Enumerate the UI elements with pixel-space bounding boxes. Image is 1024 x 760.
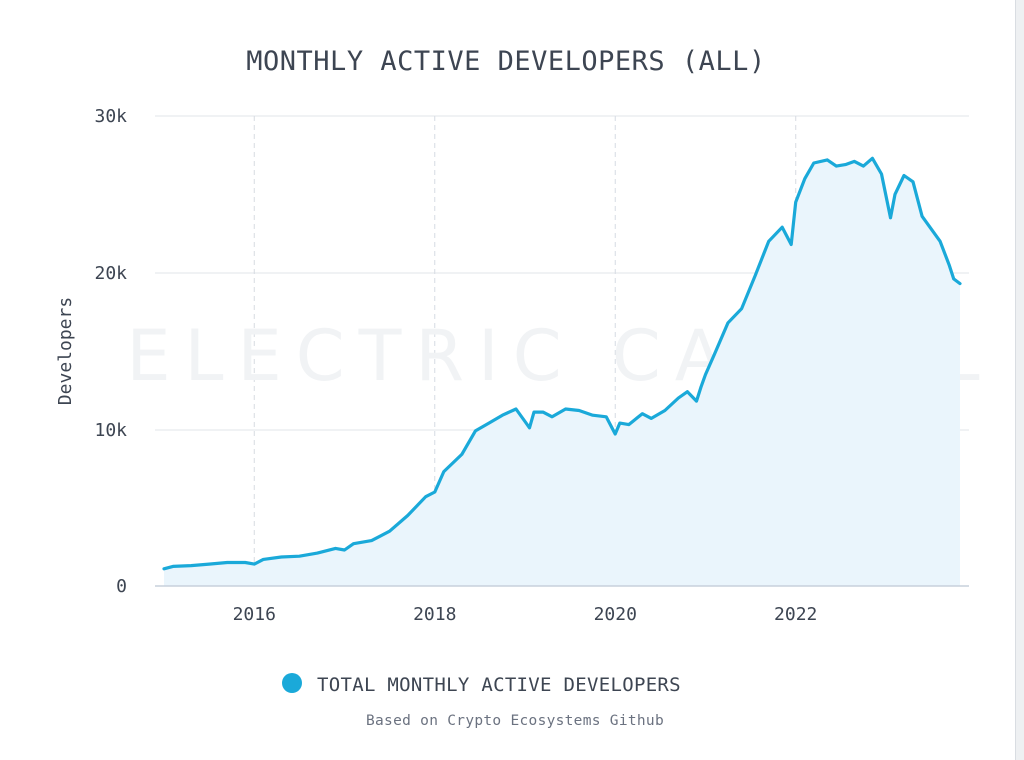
x-tick-label: 2022 (774, 604, 817, 625)
y-axis-label: Developers (55, 297, 76, 405)
series-line (162, 156, 962, 571)
page-edge-strip (1016, 0, 1024, 760)
chart-title: MONTHLY ACTIVE DEVELOPERS (ALL) (246, 46, 765, 77)
y-tick-label: 30k (94, 106, 127, 127)
x-tick-label: 2018 (413, 604, 456, 625)
legend[interactable]: TOTAL MONTHLY ACTIVE DEVELOPERS (282, 673, 681, 696)
x-axis-ticks: 2016 2018 2020 2022 (233, 604, 818, 625)
series-area (164, 158, 960, 587)
y-tick-label: 0 (116, 576, 127, 597)
y-tick-label: 10k (94, 420, 127, 441)
y-axis-ticks: 0 10k 20k 30k (94, 106, 127, 597)
legend-label: TOTAL MONTHLY ACTIVE DEVELOPERS (317, 674, 681, 696)
source-note: Based on Crypto Ecosystems Github (366, 713, 664, 729)
page-edge-divider (1015, 0, 1016, 760)
x-tick-label: 2020 (594, 604, 637, 625)
x-tick-label: 2016 (233, 604, 276, 625)
y-tick-label: 20k (94, 263, 127, 284)
legend-marker-icon (282, 673, 302, 693)
